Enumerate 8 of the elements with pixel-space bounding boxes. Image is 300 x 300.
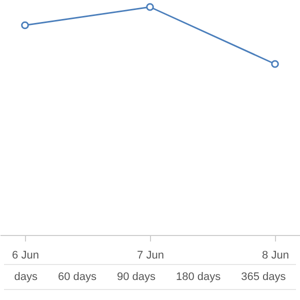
text: days bbox=[14, 271, 38, 283]
x-tick-label: 8 Jun bbox=[262, 250, 289, 262]
text: 365 days bbox=[241, 271, 286, 283]
x-tick-label: 6 Jun bbox=[12, 250, 39, 262]
text: 60 days bbox=[58, 271, 96, 283]
text: 90 days bbox=[116, 271, 156, 283]
text: 180 days bbox=[176, 271, 221, 283]
x-tick-label: 7 Jun bbox=[137, 250, 164, 262]
